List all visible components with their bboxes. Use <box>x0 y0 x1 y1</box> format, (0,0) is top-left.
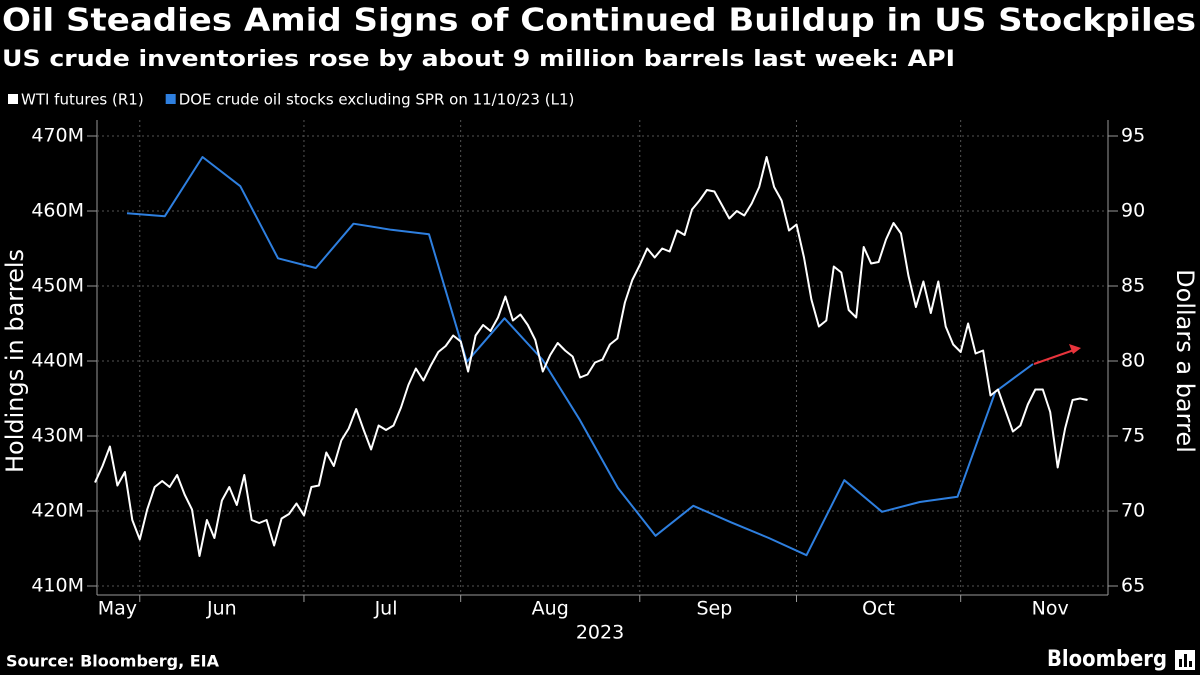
source: Source: Bloomberg, EIA <box>6 652 220 671</box>
y-tick-label: 460M <box>31 200 84 222</box>
chart-subtitle: US crude inventories rose by about 9 mil… <box>2 47 955 72</box>
y2-tick-label: 65 <box>1121 575 1145 597</box>
y-tick-label: 440M <box>31 350 84 372</box>
x-axis-label: 2023 <box>576 622 624 644</box>
plot: 65 70 75 80 85 90 95 410M 420M 430M 440M 450M 460M 47… <box>31 120 1145 620</box>
x-tick-label: Jun <box>206 598 237 620</box>
x-tick-label: Oct <box>862 598 895 620</box>
y-tick-label: 450M <box>31 275 84 297</box>
x-tick-label: Sep <box>696 598 732 620</box>
chart-title: Oil Steadies Amid Signs of Continued Bui… <box>2 3 1196 39</box>
series-line <box>126 156 1034 557</box>
brand-icon <box>1175 650 1195 670</box>
legend-swatch <box>8 94 18 104</box>
brand: Bloomberg <box>1047 647 1167 672</box>
api-arrow <box>1033 344 1081 365</box>
y-tick-label: 420M <box>31 500 84 522</box>
x-tick-label: Nov <box>1032 598 1069 620</box>
legend-label: DOE crude oil stocks excluding SPR on 11… <box>179 91 575 109</box>
legend-swatch <box>165 94 176 104</box>
x-tick-label: Jul <box>374 598 398 620</box>
y-tick-label: 410M <box>31 575 84 597</box>
y2-tick-label: 70 <box>1121 500 1145 522</box>
x-tick-label: May <box>98 598 137 620</box>
series-line <box>94 156 1088 557</box>
y2-tick-label: 95 <box>1121 125 1145 147</box>
y2-axis-label: Dollars a barrel <box>1171 269 1199 453</box>
y-axis-label: Holdings in barrels <box>1 249 29 473</box>
y2-tick-label: 85 <box>1121 275 1145 297</box>
x-tick-label: Aug <box>532 598 569 620</box>
y2-tick-label: 75 <box>1121 425 1145 447</box>
y-tick-label: 470M <box>31 125 84 147</box>
y2-tick-label: 80 <box>1121 350 1145 372</box>
y-tick-label: 430M <box>31 425 84 447</box>
y2-tick-label: 90 <box>1121 200 1145 222</box>
legend-label: WTI futures (R1) <box>21 91 144 109</box>
